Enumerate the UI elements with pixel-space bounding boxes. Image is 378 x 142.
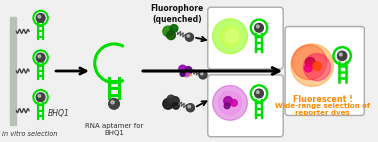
FancyBboxPatch shape [285,27,364,115]
Circle shape [186,104,194,112]
Circle shape [167,31,175,40]
Circle shape [185,33,194,41]
Circle shape [212,85,248,120]
Circle shape [38,15,41,18]
Circle shape [224,97,232,105]
Text: RNA aptamer for
BHQ1: RNA aptamer for BHQ1 [85,123,143,136]
Text: Fluorophore
(quenched): Fluorophore (quenched) [150,4,203,24]
Circle shape [305,58,315,67]
Circle shape [38,95,41,97]
Circle shape [170,25,178,32]
Circle shape [255,89,263,98]
Circle shape [291,44,333,86]
Circle shape [170,97,179,105]
Circle shape [179,65,186,73]
Circle shape [163,99,174,109]
Circle shape [185,67,192,73]
Circle shape [36,14,45,22]
Circle shape [338,51,347,60]
Circle shape [212,19,248,54]
Circle shape [38,55,41,58]
Circle shape [200,72,203,75]
FancyBboxPatch shape [208,75,283,137]
Text: in vitro selection: in vitro selection [2,131,57,137]
Circle shape [231,100,237,106]
Circle shape [188,105,191,108]
Circle shape [180,71,185,76]
Circle shape [199,71,207,79]
Text: Fluorescent !: Fluorescent ! [293,95,353,104]
Circle shape [339,53,342,56]
Circle shape [218,91,242,114]
Bar [180,72,191,75]
Circle shape [256,91,259,94]
Text: Wide-range selection of
reporter dyes: Wide-range selection of reporter dyes [275,103,370,116]
Circle shape [36,53,45,62]
Circle shape [36,93,45,102]
Circle shape [255,23,263,32]
Text: BHQ1: BHQ1 [47,109,69,118]
Bar [10,17,16,125]
Circle shape [184,71,189,77]
Circle shape [111,101,114,104]
Circle shape [256,25,259,28]
Circle shape [172,102,179,109]
Circle shape [304,64,312,72]
Circle shape [304,54,330,81]
Circle shape [167,95,175,103]
FancyBboxPatch shape [208,7,283,69]
Circle shape [163,26,174,37]
Circle shape [292,45,327,80]
Circle shape [225,29,239,43]
Circle shape [224,103,230,109]
Circle shape [313,62,321,71]
Circle shape [109,99,119,109]
Circle shape [187,35,190,37]
Circle shape [219,26,241,47]
